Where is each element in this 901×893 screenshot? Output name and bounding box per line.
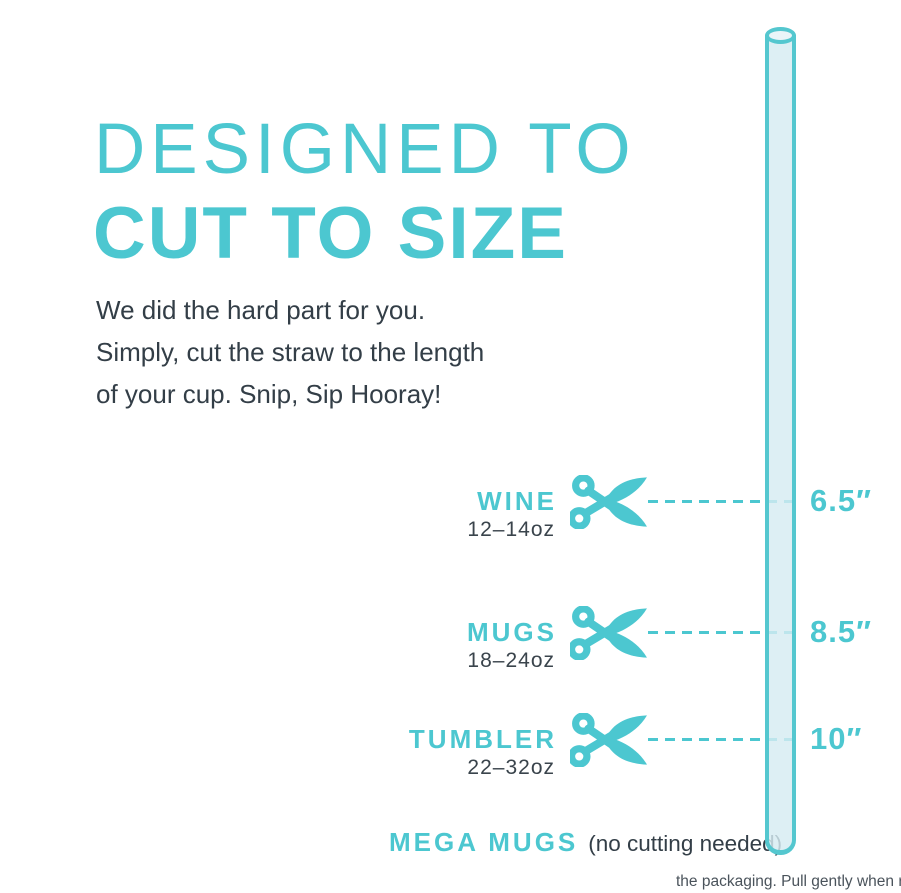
cut-length-label: 10″: [810, 721, 863, 756]
intro-paragraph: We did the hard part for you. Simply, cu…: [96, 289, 484, 415]
clipped-footer-text: the packaging. Pull gently when rel: [676, 873, 901, 890]
page-title-line1: DESIGNED TO: [94, 110, 636, 189]
intro-line: We did the hard part for you.: [96, 295, 426, 325]
intro-line: Simply, cut the straw to the length: [96, 337, 485, 367]
cup-type-label: TUMBLER: [408, 724, 557, 754]
cup-capacity-label: 22–32oz: [467, 756, 555, 779]
cut-dash-line: [648, 738, 796, 741]
cup-capacity-label: 18–24oz: [467, 649, 555, 672]
page-title-line2: CUT TO SIZE: [93, 193, 568, 274]
no-cut-note: (no cutting needed): [588, 831, 783, 856]
mega-mugs-label: MEGA MUGS: [389, 827, 579, 857]
no-cut-row: MEGA MUGS (no cutting needed): [389, 826, 782, 858]
cup-type-label: MUGS: [467, 617, 557, 647]
cut-length-label: 8.5″: [810, 614, 872, 649]
cut-dash-line: [648, 631, 796, 634]
straw-tube: [765, 35, 796, 855]
scissors-icon: [570, 475, 647, 529]
cut-dash-line: [648, 500, 796, 503]
cup-capacity-label: 12–14oz: [467, 518, 555, 541]
cut-length-label: 6.5″: [810, 483, 872, 518]
scissors-icon: [570, 713, 647, 767]
cup-type-label: WINE: [477, 486, 557, 516]
scissors-icon: [570, 606, 647, 660]
intro-line: of your cup. Snip, Sip Hooray!: [96, 379, 442, 409]
straw-opening: [765, 27, 796, 44]
